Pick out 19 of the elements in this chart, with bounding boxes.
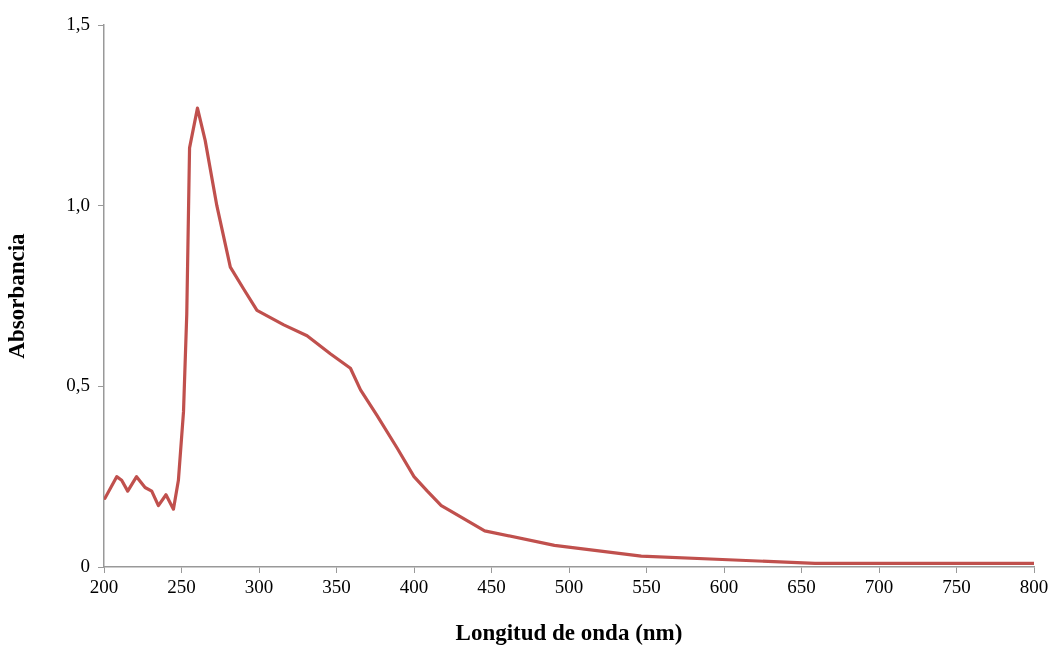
x-tick-label: 750	[942, 576, 971, 598]
x-tick-label: 250	[167, 576, 196, 598]
x-tick-label: 650	[787, 576, 816, 598]
x-tick-label: 300	[244, 576, 274, 598]
y-tick-label: 1,5	[66, 12, 90, 34]
x-tick-label: 800	[1019, 576, 1049, 598]
y-axis-title: Absorbancia	[3, 232, 29, 359]
x-axis-title: Longitud de onda (nm)	[455, 620, 683, 646]
x-tick-label: 400	[399, 576, 429, 598]
x-tick-label: 550	[632, 576, 661, 598]
y-tick-label: 1,0	[66, 193, 90, 215]
x-tick-label: 450	[477, 576, 506, 598]
x-tick-label: 200	[89, 576, 119, 598]
y-tick-label: 0,5	[66, 374, 90, 396]
x-tick-label: 700	[864, 576, 894, 598]
x-tick-label: 500	[554, 576, 584, 598]
x-tick-label: 350	[322, 576, 351, 598]
x-tick-label: 600	[709, 576, 739, 598]
y-tick-label: 0	[80, 554, 90, 576]
